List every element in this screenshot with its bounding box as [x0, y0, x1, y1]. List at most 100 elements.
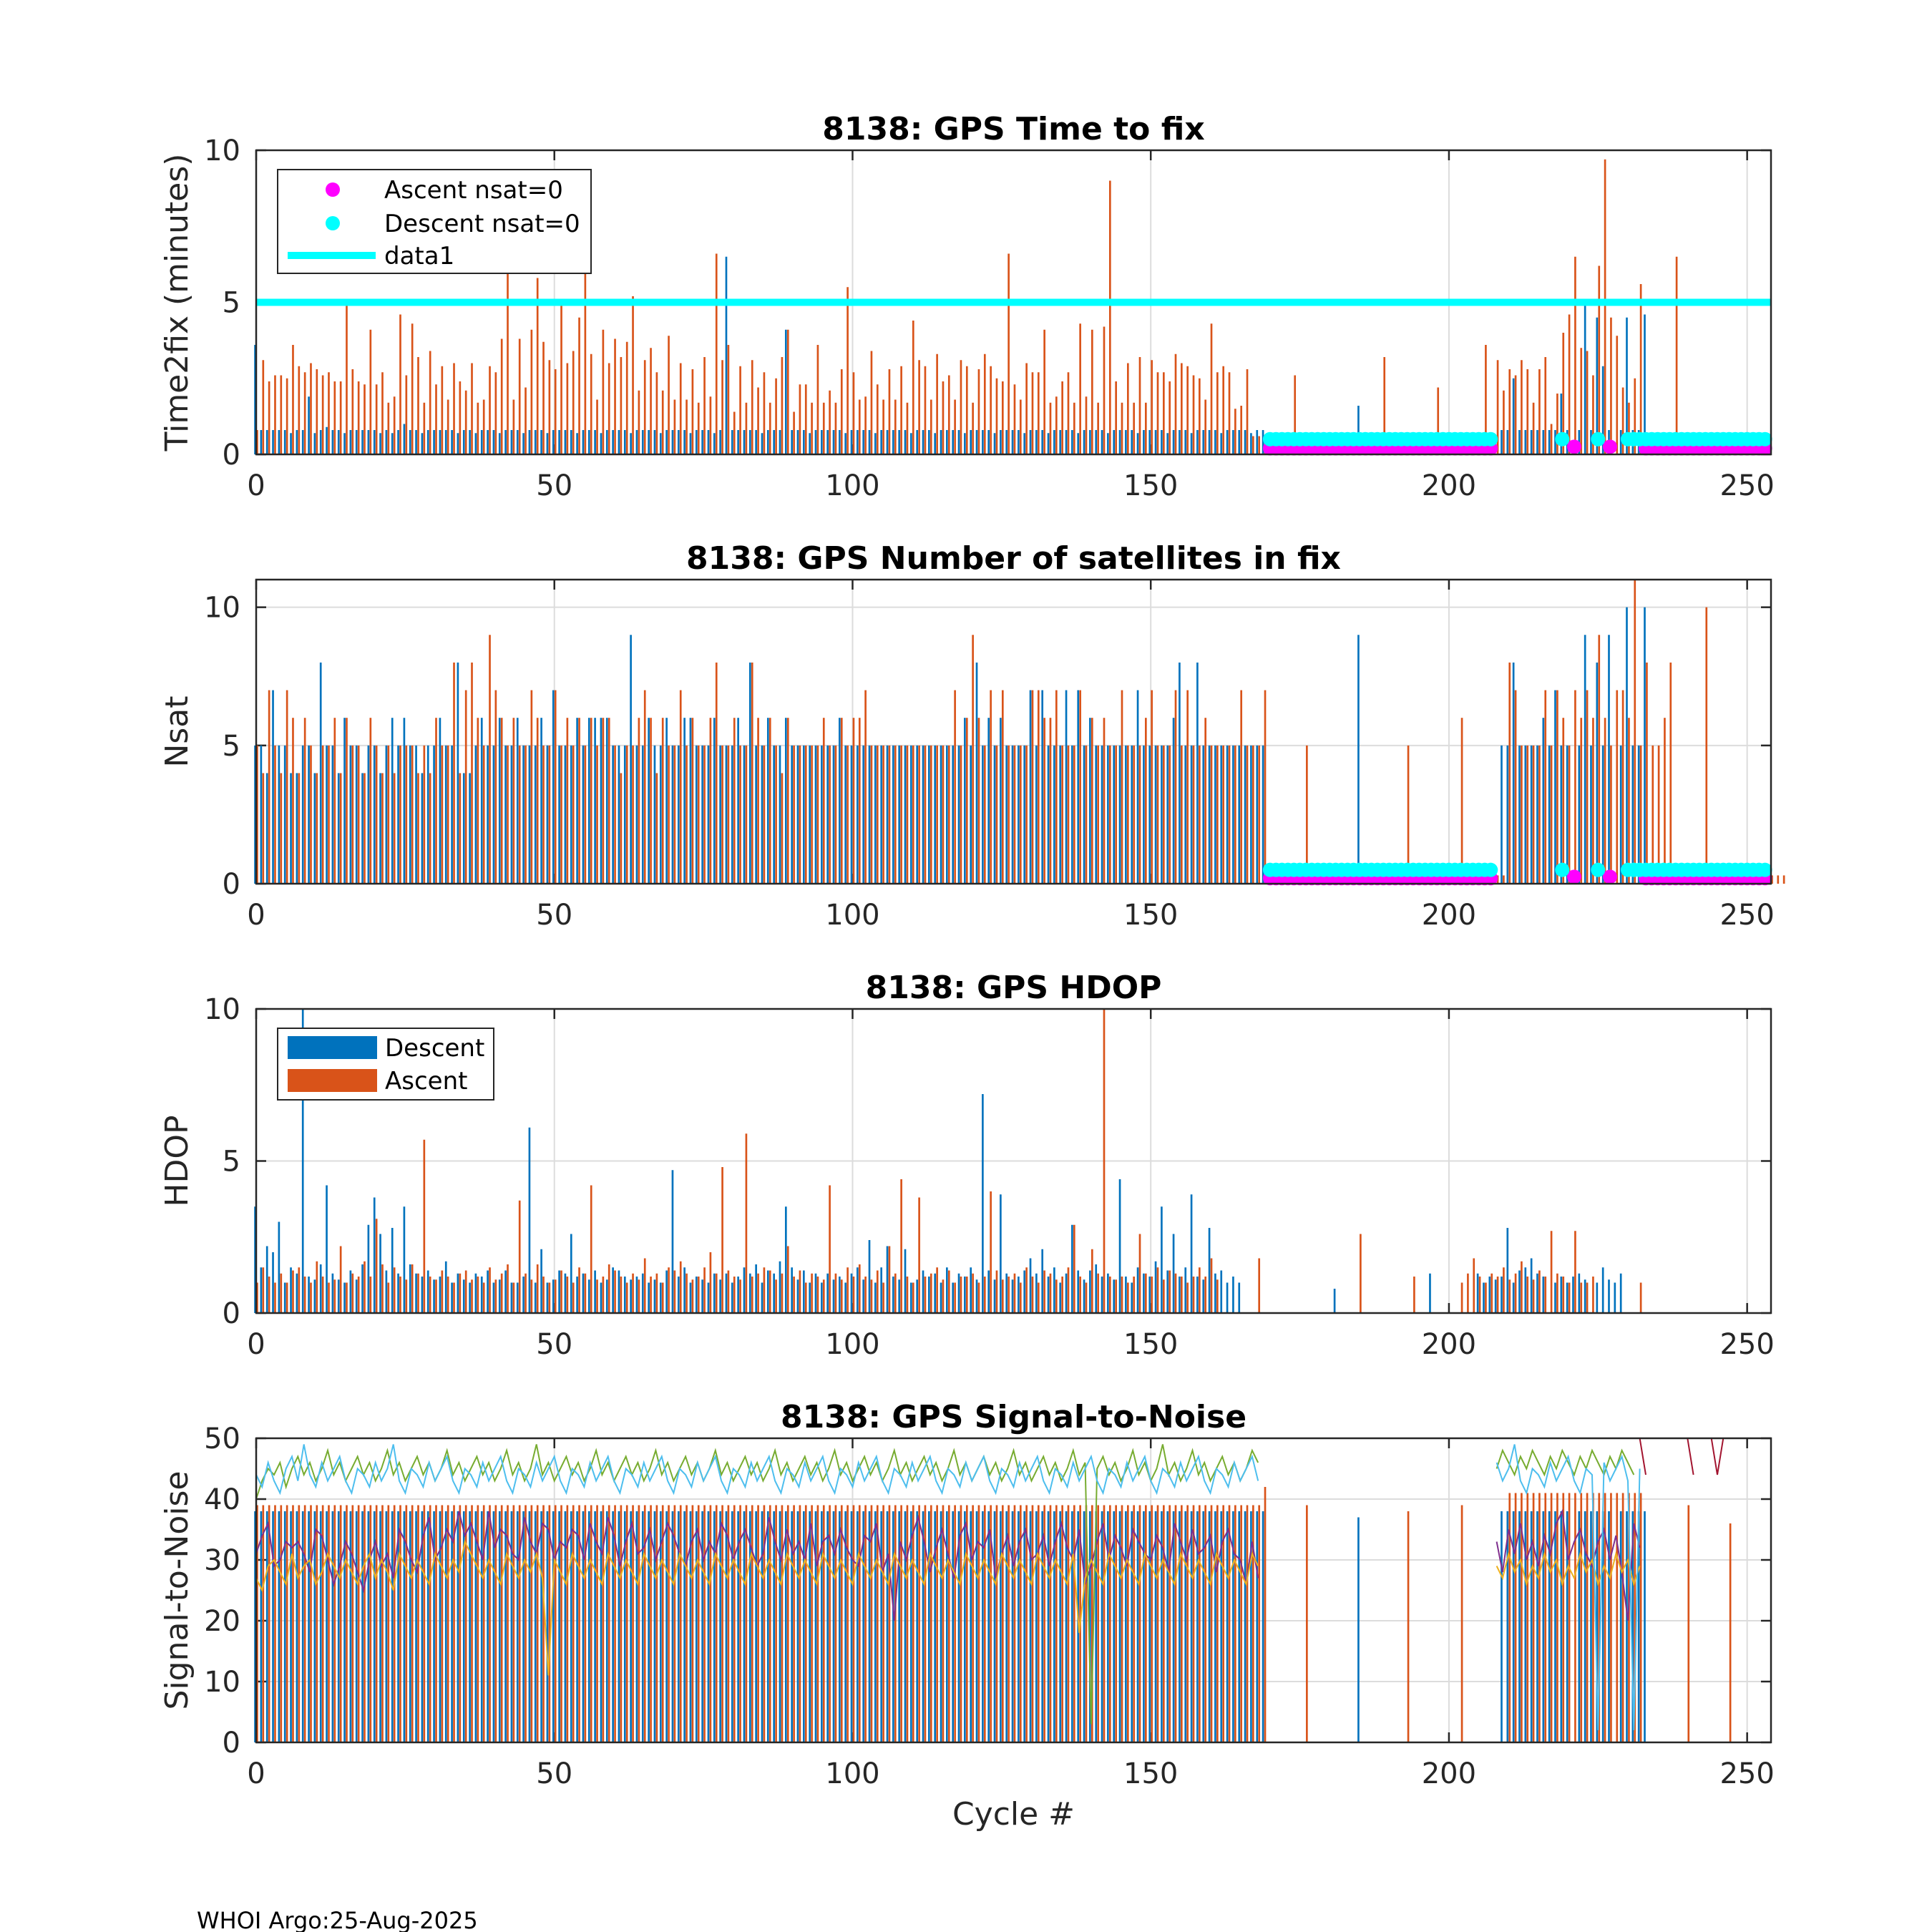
ascent-bar	[1240, 1505, 1243, 1742]
descent-bar	[415, 1511, 417, 1742]
ascent-bar	[423, 1505, 426, 1742]
descent-bar	[487, 430, 489, 454]
ascent-bar	[1192, 1505, 1195, 1742]
ascent-bar	[489, 1267, 491, 1313]
descent-bar	[713, 1273, 716, 1313]
descent-bar	[254, 745, 256, 884]
ascent-bar	[799, 1270, 801, 1313]
descent-bar	[982, 1094, 984, 1313]
ascent-bar	[584, 1505, 587, 1742]
descent-bar	[886, 1246, 889, 1313]
descent-bar	[587, 430, 590, 454]
descent-bar	[1560, 1511, 1563, 1742]
descent-bar	[844, 1511, 847, 1742]
ascent-bar	[1043, 1505, 1045, 1742]
descent-bar	[1101, 430, 1103, 454]
descent-bar	[426, 1511, 429, 1742]
ascent-bar	[816, 745, 819, 884]
descent-bar	[1512, 662, 1515, 884]
ascent-bar	[775, 1505, 777, 1742]
descent-bar	[1184, 1511, 1187, 1742]
ascent-bar	[1729, 1523, 1732, 1742]
ascent-bar	[298, 366, 301, 454]
y-axis-label: Nsat	[159, 696, 195, 767]
descent-bar	[546, 433, 549, 454]
descent-bar	[1202, 1511, 1205, 1742]
descent-bar	[308, 396, 310, 454]
ascent-bar	[864, 396, 867, 454]
ascent-bar	[1646, 662, 1648, 884]
ascent-bar	[822, 1279, 825, 1313]
ascent-bar	[346, 299, 348, 454]
descent-bar	[498, 1511, 501, 1742]
ascent-bar	[1460, 718, 1463, 884]
ascent-bar	[303, 1277, 306, 1313]
ascent-bar	[1085, 745, 1088, 884]
descent-bar	[254, 345, 256, 454]
ascent-bar	[405, 1279, 408, 1313]
descent-bar	[1608, 1279, 1610, 1313]
descent-bar	[1000, 718, 1002, 884]
y-tick-label: 10	[204, 592, 240, 625]
ascent-bar	[739, 1279, 741, 1313]
ascent-bar	[1234, 745, 1236, 884]
descent-bar	[546, 1511, 549, 1742]
ascent-bar	[435, 384, 437, 454]
descent-bar	[272, 690, 274, 884]
ascent-bar	[822, 718, 825, 884]
ascent-bar	[1133, 745, 1135, 884]
ascent-bar	[1544, 357, 1547, 454]
ascent-bar	[1097, 1273, 1099, 1313]
ascent-bar	[1210, 1258, 1213, 1313]
descent-bar	[1501, 1511, 1503, 1742]
ascent-bar	[882, 1505, 884, 1742]
descent-bar	[832, 430, 835, 454]
descent-bar	[671, 745, 674, 884]
ascent-bar	[632, 745, 634, 884]
ascent-bar	[1568, 745, 1571, 884]
descent-bar	[761, 1282, 763, 1313]
ascent-bar	[500, 1273, 503, 1313]
ascent-bar	[739, 1505, 741, 1742]
descent-bar	[993, 745, 996, 884]
ascent-bar	[572, 1282, 575, 1313]
descent-bar	[301, 1511, 304, 1742]
y-tick-label: 30	[204, 1544, 240, 1577]
ascent-bar	[1001, 1279, 1004, 1313]
ascent-bar	[566, 363, 569, 454]
ascent-bar	[1675, 256, 1678, 454]
descent-bar	[474, 745, 477, 884]
ascent-bar	[721, 1167, 723, 1313]
ascent-bar	[1407, 1511, 1410, 1742]
y-tick-label: 0	[223, 1727, 240, 1760]
chart-title: 8138: GPS Time to fix	[822, 111, 1204, 147]
descent-bar	[1619, 1511, 1622, 1742]
descent-bar	[1018, 1277, 1020, 1313]
descent-bar	[1184, 1267, 1187, 1313]
descent-bar	[862, 1279, 865, 1313]
descent-bar	[1208, 1511, 1211, 1742]
descent-bar	[814, 430, 817, 454]
descent-bar	[1113, 745, 1116, 884]
descent-bar	[1244, 1511, 1246, 1742]
descent-bar	[433, 745, 435, 884]
ascent-bar	[1526, 745, 1529, 884]
descent-bar	[707, 430, 710, 454]
ascent-bar	[489, 635, 491, 884]
descent-bar	[504, 1270, 507, 1313]
ascent-bar	[381, 1505, 384, 1742]
descent-bar	[1196, 1277, 1199, 1313]
ascent-bar	[423, 745, 426, 884]
ascent-bar	[1473, 1258, 1475, 1313]
ascent-bar	[1126, 1282, 1129, 1313]
ascent-bar	[1508, 1279, 1511, 1313]
descent-bar	[838, 430, 841, 454]
descent-bar	[928, 430, 930, 454]
descent-bar	[516, 430, 519, 454]
descent-bar	[373, 1511, 376, 1742]
ascent-bar	[339, 1246, 342, 1313]
descent-bar	[1179, 430, 1181, 454]
ascent-bar	[1222, 745, 1225, 884]
x-tick-label: 250	[1719, 899, 1774, 932]
marker-point	[1602, 439, 1617, 454]
